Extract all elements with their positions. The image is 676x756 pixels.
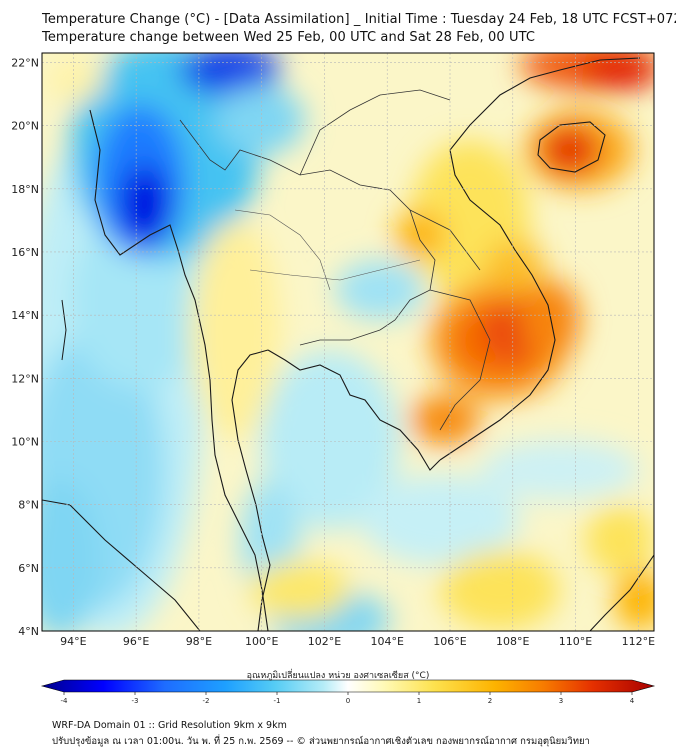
colorbar-tick-label: 2 [488, 697, 492, 705]
peninsula-east-coast [231, 349, 271, 631]
map-frame [41, 52, 655, 632]
west-coastline [89, 109, 269, 631]
lat-tick-label: 4°N [18, 625, 39, 638]
latitude-ticks: 22°N 20°N 18°N 16°N 14°N 12°N 10°N 8°N 6°N 4°N [11, 56, 39, 638]
lat-tick-label: 18°N [11, 183, 39, 196]
lat-tick-label: 14°N [11, 309, 39, 322]
lon-tick-label: 102°E [308, 635, 341, 648]
lon-tick-label: 94°E [60, 635, 86, 648]
lat-tick-label: 8°N [18, 499, 39, 512]
lon-tick-label: 110°E [559, 635, 592, 648]
longitude-ticks: 94°E 96°E 98°E 100°E 102°E 104°E 106°E 108°E 110… [60, 635, 655, 648]
colorbar-tick-label: -4 [61, 697, 69, 705]
temperature-field [42, 53, 654, 631]
colorbar-tick-label: 4 [630, 697, 635, 705]
lon-tick-label: 98°E [186, 635, 212, 648]
lat-tick-label: 22°N [11, 56, 39, 69]
vietnam-coastline [439, 57, 641, 461]
colorbar-tick-label: -1 [274, 697, 281, 705]
lon-tick-label: 108°E [496, 635, 529, 648]
map-title-line1: Temperature Change (°C) - [Data Assimila… [42, 12, 676, 27]
laos-north-border [299, 89, 451, 176]
province-lines [234, 209, 331, 291]
lat-tick-label: 12°N [11, 372, 39, 385]
province-lines-2 [249, 259, 421, 281]
map-title-line2: Temperature change between Wed 25 Feb, 0… [42, 30, 536, 45]
lat-tick-label: 6°N [18, 562, 39, 575]
colorbar-ticks: -4 -3 -2 -1 0 1 2 3 4 [61, 692, 635, 705]
lat-tick-label: 10°N [11, 435, 39, 448]
colorbar-tick-label: 1 [417, 697, 421, 705]
colorbar: -4 -3 -2 -1 0 1 2 3 4 [40, 679, 656, 705]
lon-tick-label: 104°E [371, 635, 404, 648]
colorbar-tick-label: 3 [559, 697, 563, 705]
lon-tick-label: 112°E [622, 635, 655, 648]
footer-update-info: ปรับปรุงข้อมูล ณ เวลา 01:00น. วัน พ. ที่… [52, 736, 590, 747]
footer-model-info: WRF-DA Domain 01 :: Grid Resolution 9km … [52, 720, 287, 731]
colorbar-tick-label: 0 [346, 697, 350, 705]
colorbar-label: อุณหภูมิเปลี่ยนแปลง หน่วย องศาเซลเซียส (… [246, 671, 430, 681]
gulf-coastline [267, 349, 441, 471]
borneo-coast [589, 554, 654, 631]
colorbar-tick-label: -2 [203, 697, 210, 705]
andaman-islands [61, 299, 67, 361]
hainan-coast [537, 121, 606, 173]
lat-tick-label: 16°N [11, 246, 39, 259]
lon-tick-label: 96°E [123, 635, 149, 648]
graticule [42, 53, 654, 631]
cambodia-border [429, 289, 491, 431]
colorbar-tick-label: -3 [132, 697, 139, 705]
lat-tick-label: 20°N [11, 120, 39, 133]
coastlines-borders [42, 57, 654, 631]
sumatra-coast [42, 499, 201, 631]
lon-tick-label: 100°E [245, 635, 278, 648]
lon-tick-label: 106°E [433, 635, 466, 648]
